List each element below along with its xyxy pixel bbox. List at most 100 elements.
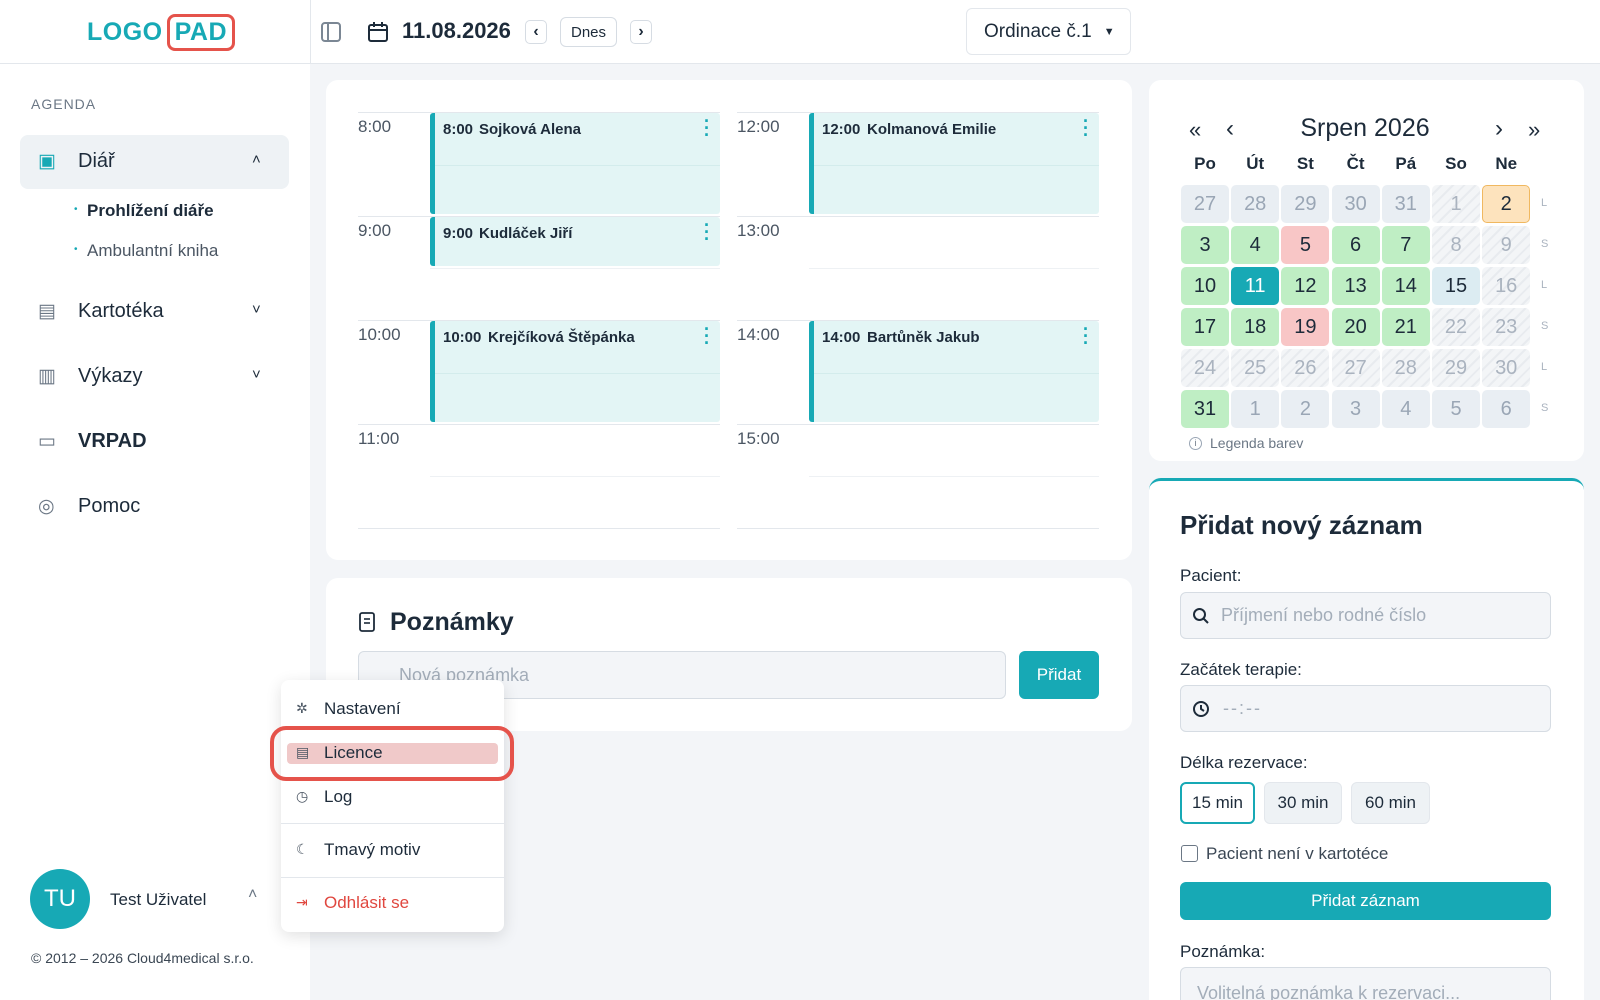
appointment[interactable]: 14:00 Bartůněk Jakub · · · xyxy=(809,319,1099,422)
appointment-menu[interactable]: · · · xyxy=(704,215,710,249)
calendar-day[interactable]: 4 xyxy=(1231,226,1280,264)
hour-label: 13:00 xyxy=(737,221,780,240)
calendar-day[interactable]: 2 xyxy=(1482,185,1531,223)
prev-month-button[interactable]: ‹ xyxy=(1226,115,1234,142)
calendar-day[interactable]: 30 xyxy=(1482,349,1531,387)
calendar-day[interactable]: 24 xyxy=(1181,349,1229,387)
calendar-day[interactable]: 5 xyxy=(1281,226,1330,264)
menu-item[interactable]: Diář xyxy=(78,150,115,172)
prev-year-button[interactable]: « xyxy=(1189,117,1202,142)
reservation-note-input[interactable]: Volitelná poznámka k rezervaci... xyxy=(1180,967,1551,1000)
next-year-button[interactable]: » xyxy=(1528,117,1541,142)
patient-input[interactable]: Příjmení nebo rodné číslo xyxy=(1180,592,1551,639)
calendar-day[interactable]: 29 xyxy=(1432,349,1480,387)
appointment[interactable]: 9:00 Kudláček Jiří · · · xyxy=(430,215,720,266)
next-month-button[interactable]: › xyxy=(1495,115,1503,142)
calendar-day[interactable]: 9 xyxy=(1482,226,1531,264)
calendar-day[interactable]: 20 xyxy=(1331,308,1380,346)
calendar-day[interactable]: 23 xyxy=(1482,308,1531,346)
user-menu-item[interactable]: Nastavení xyxy=(324,699,401,718)
checkbox[interactable] xyxy=(1181,845,1198,862)
calendar-day[interactable]: 1 xyxy=(1432,185,1480,223)
calendar-day[interactable]: 27 xyxy=(1331,349,1380,387)
calendar-day[interactable]: 2 xyxy=(1281,390,1330,428)
calendar-day[interactable]: 31 xyxy=(1181,390,1229,428)
submit-button[interactable]: Přidat záznam xyxy=(1180,882,1551,920)
menu-chevron[interactable]: ˄ xyxy=(252,151,261,168)
calendar-day[interactable]: 3 xyxy=(1181,226,1229,264)
calendar-day[interactable]: 14 xyxy=(1381,267,1430,305)
logo[interactable]: LOGO PAD xyxy=(87,12,236,52)
calendar-day[interactable]: 21 xyxy=(1381,308,1430,346)
calendar-day[interactable]: 7 xyxy=(1381,226,1430,264)
add-note-button[interactable]: Přidat xyxy=(1019,651,1099,699)
calendar-day[interactable]: 26 xyxy=(1281,349,1330,387)
calendar-day[interactable]: 16 xyxy=(1482,267,1531,305)
user-name[interactable]: Test Uživatel xyxy=(110,890,207,909)
appointment[interactable]: 12:00 Kolmanová Emilie · · · xyxy=(809,111,1099,214)
hour-label: 8:00 xyxy=(358,117,392,136)
placeholder: --:-- xyxy=(1223,698,1262,718)
appointment[interactable]: 10:00 Krejčíková Štěpánka · · · xyxy=(430,319,720,422)
next-day-button[interactable]: › xyxy=(630,20,652,44)
user-chevron[interactable]: ˄ xyxy=(248,886,258,903)
length-option[interactable]: 30 min xyxy=(1264,782,1342,824)
clock-icon xyxy=(1193,701,1209,717)
calendar-day[interactable]: 12 xyxy=(1281,267,1330,305)
calendar-day[interactable]: 10 xyxy=(1181,267,1229,305)
prev-day-button[interactable]: ‹ xyxy=(525,20,547,44)
appointment-menu[interactable]: · · · xyxy=(704,319,710,353)
calendar-day[interactable]: 18 xyxy=(1231,308,1280,346)
user-menu-item[interactable]: Tmavý motiv xyxy=(324,840,421,859)
calendar-day[interactable]: 22 xyxy=(1432,308,1480,346)
calendar-day[interactable]: 3 xyxy=(1331,390,1380,428)
menu-icon: ▤ xyxy=(38,301,56,322)
appointment-menu[interactable]: · · · xyxy=(704,111,710,145)
half-hour-line xyxy=(814,373,1099,374)
submenu-item[interactable]: Prohlížení diáře xyxy=(87,201,214,220)
menu-item[interactable]: Výkazy xyxy=(78,365,143,387)
calendar-day[interactable]: 8 xyxy=(1432,226,1480,264)
calendar-day[interactable]: 30 xyxy=(1331,185,1380,223)
calendar-day[interactable]: 28 xyxy=(1231,185,1280,223)
calendar-day[interactable]: 25 xyxy=(1231,349,1280,387)
calendar-day[interactable]: 13 xyxy=(1331,267,1380,305)
user-menu-item[interactable]: Log xyxy=(324,787,353,806)
length-option[interactable]: 60 min xyxy=(1351,782,1430,824)
user-avatar[interactable]: TU xyxy=(30,869,90,929)
user-menu-item[interactable]: Licence xyxy=(324,743,383,762)
color-legend-link[interactable]: i Legenda barev xyxy=(1189,435,1303,451)
calendar-day[interactable]: 11 xyxy=(1231,267,1280,305)
calendar-day[interactable]: 15 xyxy=(1432,267,1480,305)
calendar-day[interactable]: 28 xyxy=(1381,349,1430,387)
sidebar-toggle[interactable] xyxy=(320,21,342,43)
menu-item[interactable]: VRPAD xyxy=(78,430,147,452)
menu-item[interactable]: Kartotéka xyxy=(78,300,164,322)
submenu-item[interactable]: Ambulantní kniha xyxy=(87,241,219,260)
menu-item[interactable]: Pomoc xyxy=(78,495,141,517)
calendar-day[interactable]: 4 xyxy=(1381,390,1430,428)
appointment-menu[interactable]: · · · xyxy=(1083,111,1089,145)
calendar-day[interactable]: 6 xyxy=(1331,226,1380,264)
length-option[interactable]: 15 min xyxy=(1180,782,1255,824)
menu-chevron[interactable]: ˅ xyxy=(252,301,261,318)
appointment[interactable]: 8:00 Sojková Alena · · · xyxy=(430,111,720,214)
calendar-day[interactable]: 29 xyxy=(1281,185,1330,223)
user-menu-item[interactable]: Odhlásit se xyxy=(324,893,410,912)
logo-text: LOGO xyxy=(87,17,163,46)
weekday-label: So xyxy=(1445,154,1467,173)
placeholder: Volitelná poznámka k rezervaci... xyxy=(1197,983,1461,1000)
menu-chevron[interactable]: ˅ xyxy=(252,366,261,383)
start-time-input[interactable]: --:-- xyxy=(1180,685,1551,732)
office-select[interactable]: Ordinace č.1 ▼ xyxy=(966,8,1131,55)
appointment-menu[interactable]: · · · xyxy=(1083,319,1089,353)
calendar-day[interactable]: 17 xyxy=(1181,308,1229,346)
checkbox-label[interactable]: Pacient není v kartotéce xyxy=(1206,844,1389,863)
today-button[interactable]: Dnes xyxy=(560,17,617,47)
calendar-day[interactable]: 19 xyxy=(1281,308,1330,346)
calendar-day[interactable]: 6 xyxy=(1482,390,1531,428)
calendar-day[interactable]: 1 xyxy=(1231,390,1280,428)
calendar-day[interactable]: 27 xyxy=(1181,185,1229,223)
calendar-day[interactable]: 5 xyxy=(1432,390,1480,428)
calendar-day[interactable]: 31 xyxy=(1381,185,1430,223)
